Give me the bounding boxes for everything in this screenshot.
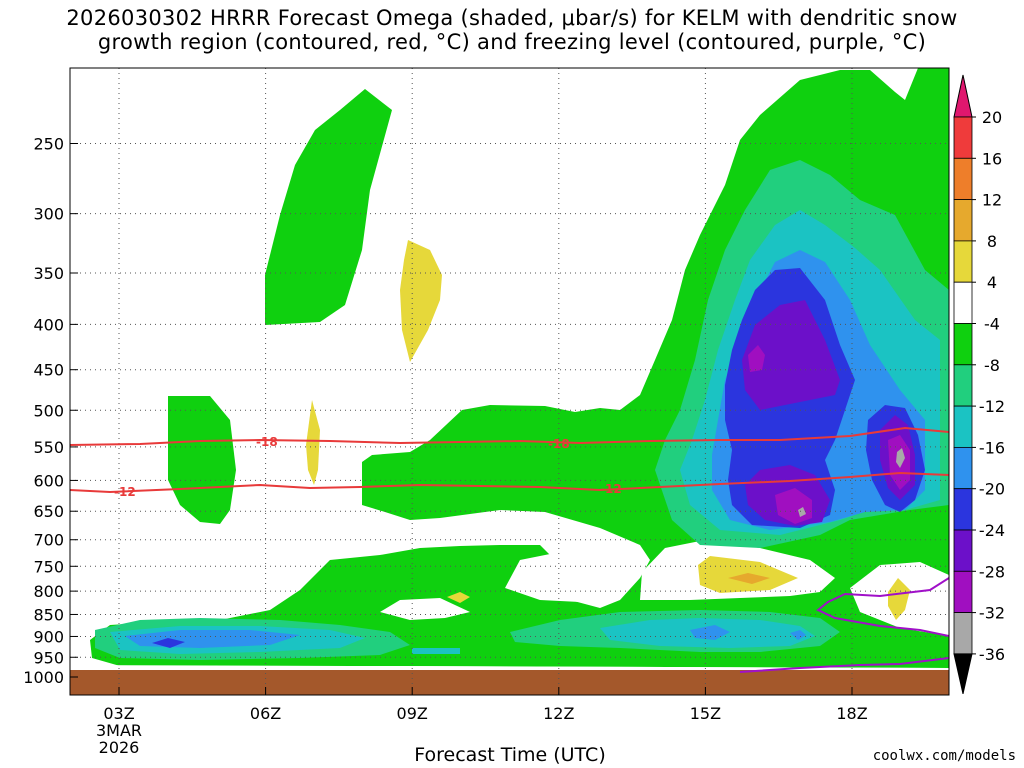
colorbar-label: -4 <box>984 315 1000 334</box>
y-tick-label: 300 <box>33 205 64 224</box>
colorbar-label: 4 <box>987 273 997 292</box>
colorbar-swatch <box>953 157 973 201</box>
colorbar-swatch <box>953 199 973 242</box>
x-date-label: 2026 <box>99 738 140 757</box>
y-tick-label: 850 <box>33 605 64 624</box>
colorbar-label: -12 <box>979 397 1005 416</box>
omega-region <box>400 240 442 362</box>
omega-region <box>888 578 910 620</box>
colorbar-swatch <box>953 570 973 613</box>
y-tick-label: 800 <box>33 582 64 601</box>
y-tick-label: 600 <box>33 471 64 490</box>
dgz-contour-labels: -18 -18 -12 -12 <box>114 435 622 499</box>
y-tick-label: 900 <box>33 627 64 646</box>
contour-label: -18 <box>256 435 278 449</box>
colorbar-swatch <box>953 612 973 655</box>
omega-region <box>798 507 806 517</box>
colorbar-label: -20 <box>979 480 1005 499</box>
y-tick-label: 750 <box>33 557 64 576</box>
y-axis: 250 300 350 400 450 500 550 600 650 700 750 800 850 9… <box>23 135 78 687</box>
colorbar-label: -24 <box>979 521 1005 540</box>
freezing-level-contours <box>739 577 949 673</box>
colorbar-label: -16 <box>979 438 1005 457</box>
omega-region <box>265 89 392 325</box>
title-line-1: 2026030302 HRRR Forecast Omega (shaded, … <box>66 6 958 30</box>
y-tick-label: 400 <box>33 315 64 334</box>
contour-line-minus12 <box>70 471 949 494</box>
y-tick-label: 650 <box>33 502 64 521</box>
x-tick-label: 06Z <box>250 704 281 723</box>
colorbar-swatch <box>953 405 973 448</box>
y-tick-label: 1000 <box>23 668 64 687</box>
colorbar-label: -28 <box>979 562 1005 581</box>
colorbar-label: 16 <box>982 149 1002 168</box>
contour-label: -12 <box>600 482 622 496</box>
y-tick-label: 950 <box>33 648 64 667</box>
omega-region <box>447 592 470 603</box>
y-tick-label: 700 <box>33 531 64 550</box>
colorbar-label: -32 <box>979 604 1005 623</box>
freezing-level-line <box>816 577 949 637</box>
x-axis-title: Forecast Time (UTC) <box>414 744 606 766</box>
colorbar-swatch <box>953 240 973 283</box>
ground-surface <box>70 670 949 695</box>
contour-label: -18 <box>548 437 570 451</box>
x-tick-label: 03Z <box>103 704 134 723</box>
site-credit: coolwx.com/models <box>872 748 1016 764</box>
y-tick-label: 350 <box>33 264 64 283</box>
x-tick-label: 12Z <box>543 704 574 723</box>
contour-line-minus18 <box>70 426 949 446</box>
y-tick-label: 250 <box>33 135 64 154</box>
omega-shading <box>70 68 949 695</box>
omega-region <box>168 396 236 524</box>
colorbar-swatch <box>953 488 973 531</box>
colorbar-swatch <box>953 364 973 407</box>
x-tick-label: 15Z <box>690 704 721 723</box>
y-tick-label: 450 <box>33 361 64 380</box>
y-tick-label: 550 <box>33 438 64 457</box>
colorbar-swatch <box>953 653 973 695</box>
colorbar-swatch <box>953 446 973 490</box>
colorbar-label: -8 <box>984 356 1000 375</box>
y-tick-label: 500 <box>33 401 64 420</box>
omega-region <box>742 300 840 410</box>
freezing-level-line <box>739 657 949 673</box>
omega-region <box>790 630 806 640</box>
colorbar-swatch <box>953 116 973 159</box>
colorbar-label: 8 <box>987 232 997 251</box>
colorbar-swatch <box>953 281 973 324</box>
omega-region <box>728 573 770 584</box>
colorbar-swatch <box>953 74 973 118</box>
colorbar: 20 16 12 8 4 -4 -8 -12 -16 -20 -24 -28 -32 -36 <box>953 74 1005 695</box>
colorbar-label: -36 <box>979 645 1005 664</box>
x-tick-label: 18Z <box>836 704 867 723</box>
chart-title: 2026030302 HRRR Forecast Omega (shaded, … <box>0 6 1024 54</box>
contour-label: -12 <box>114 485 136 499</box>
colorbar-swatch <box>953 323 973 366</box>
plot-frame <box>69 67 950 696</box>
omega-region <box>306 400 320 485</box>
colorbar-label: 12 <box>982 191 1002 210</box>
dgz-contours <box>70 426 949 494</box>
colorbar-label: 20 <box>982 108 1002 127</box>
x-date-label: 3MAR <box>96 721 142 740</box>
omega-region <box>152 638 185 648</box>
colorbar-swatch <box>953 529 973 572</box>
x-tick-label: 09Z <box>397 704 428 723</box>
title-line-2: growth region (contoured, red, °C) and f… <box>97 30 927 54</box>
omega-region <box>896 448 905 468</box>
omega-region <box>412 648 460 654</box>
omega-region <box>748 345 765 372</box>
